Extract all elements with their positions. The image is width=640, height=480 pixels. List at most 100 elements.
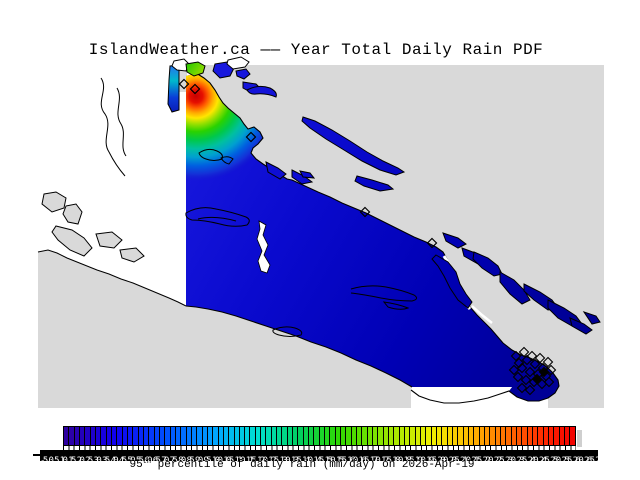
colorbar-cell (399, 427, 405, 445)
rain-data-field (186, 73, 559, 401)
colorbar-cell (287, 427, 294, 445)
caption-superscript: th (142, 458, 152, 466)
island-lakes (185, 148, 418, 337)
colorbar-ticks (63, 446, 576, 450)
colorbar-cell (420, 427, 427, 445)
colorbar-cell (197, 427, 203, 445)
colorbar-cell (532, 427, 539, 445)
colorbar-cell (474, 427, 480, 445)
caption-suffix: percentile of daily rain (mm/day) on 202… (151, 459, 475, 471)
colorbar-cell (79, 427, 86, 445)
colorbar-cell (436, 427, 443, 445)
colorbar-cell (458, 427, 464, 445)
colorbar-cell (463, 427, 469, 445)
colorbar-cell (64, 427, 70, 445)
colorbar-cell (330, 427, 336, 445)
caption-prefix: 95 (129, 459, 143, 471)
colorbar-cell (362, 427, 368, 445)
colorbar-cell (165, 427, 171, 445)
colorbar-cell (234, 427, 240, 445)
colorbar-cell (447, 427, 453, 445)
colorbar-cell (149, 427, 155, 445)
colorbar-cell (341, 427, 347, 445)
colorbar-cell (106, 427, 112, 445)
colorbar-cell (122, 427, 128, 445)
colorbar-cell (74, 427, 80, 445)
colorbar-cell (405, 427, 411, 445)
colorbar-cell (293, 427, 299, 445)
colorbar-cell (522, 427, 528, 445)
colorbar (63, 426, 576, 446)
colorbar-cell (245, 427, 251, 445)
colorbar-cell (415, 427, 421, 445)
colorbar-cell (95, 427, 102, 445)
white-island-b (226, 56, 250, 70)
colorbar-cell (495, 427, 501, 445)
colorbar-cell (383, 427, 390, 445)
colorbar-cell (138, 427, 144, 445)
tick-label-noise: -5 0 5 10 15 20 25 30 35 40 45 50 55 60 … (40, 456, 598, 461)
colorbar-left-tick-overflow (33, 454, 43, 456)
coastal-inlets (41, 191, 145, 263)
colorbar-cell (367, 427, 374, 445)
colorbar-cell (325, 427, 331, 445)
colorbar-cell (303, 427, 310, 445)
colorbar-cell (319, 427, 326, 445)
colorbar-cell (255, 427, 262, 445)
colorbar-cell (85, 427, 91, 445)
colorbar-cell (426, 427, 432, 445)
colorbar-cell (335, 427, 342, 445)
colorbar-cell (133, 427, 139, 445)
colorbar-cell (159, 427, 166, 445)
colorbar-cell (570, 427, 575, 445)
colorbar-cell (484, 427, 491, 445)
colorbar-cell (468, 427, 475, 445)
colorbar-cell (314, 427, 320, 445)
rain-hotspot (186, 73, 559, 401)
colorbar-cell (479, 427, 485, 445)
colorbar-cell (202, 427, 208, 445)
colorbar-cell (154, 427, 160, 445)
colorbar-cell (351, 427, 358, 445)
colorbar-cell (261, 427, 267, 445)
colorbar-cell (490, 427, 496, 445)
colorbar-cell (117, 427, 123, 445)
colorbar-cell (69, 427, 75, 445)
colorbar-cell (186, 427, 192, 445)
colorbar-cell (298, 427, 304, 445)
colorbar-cell (207, 427, 214, 445)
colorbar-cell (309, 427, 315, 445)
colorbar-cell (239, 427, 246, 445)
colorbar-cell (543, 427, 549, 445)
colorbar-cell (346, 427, 352, 445)
white-island-a (171, 58, 190, 72)
colorbar-tick-label-smear: -5 0 5 10 15 20 25 30 35 40 45 50 55 60 … (40, 450, 598, 461)
colorbar-cell (373, 427, 379, 445)
colorbar-cell (111, 427, 118, 445)
coastal-data-strip (167, 64, 180, 113)
colorbar-cell (442, 427, 448, 445)
colorbar-cell (90, 427, 96, 445)
colorbar-cell (250, 427, 256, 445)
colorbar-cell (527, 427, 533, 445)
alberni-inlet (256, 220, 271, 274)
colorbar-cell (452, 427, 459, 445)
colorbar-cell (554, 427, 560, 445)
colorbar-cell (548, 427, 555, 445)
colorbar-cell (389, 427, 395, 445)
colorbar-cell (266, 427, 272, 445)
colorbar-cell (127, 427, 134, 445)
colorbar-cell (143, 427, 150, 445)
colorbar-cell (538, 427, 544, 445)
colorbar-cell (229, 427, 235, 445)
colorbar-caption: 95th percentile of daily rain (mm/day) o… (129, 458, 474, 471)
colorbar-cell (506, 427, 512, 445)
colorbar-cell (282, 427, 288, 445)
colorbar-cell (181, 427, 187, 445)
colorbar-cell (378, 427, 384, 445)
colorbar-cell (394, 427, 400, 445)
coastline-northeast (195, 72, 560, 404)
colorbar-cell (559, 427, 565, 445)
